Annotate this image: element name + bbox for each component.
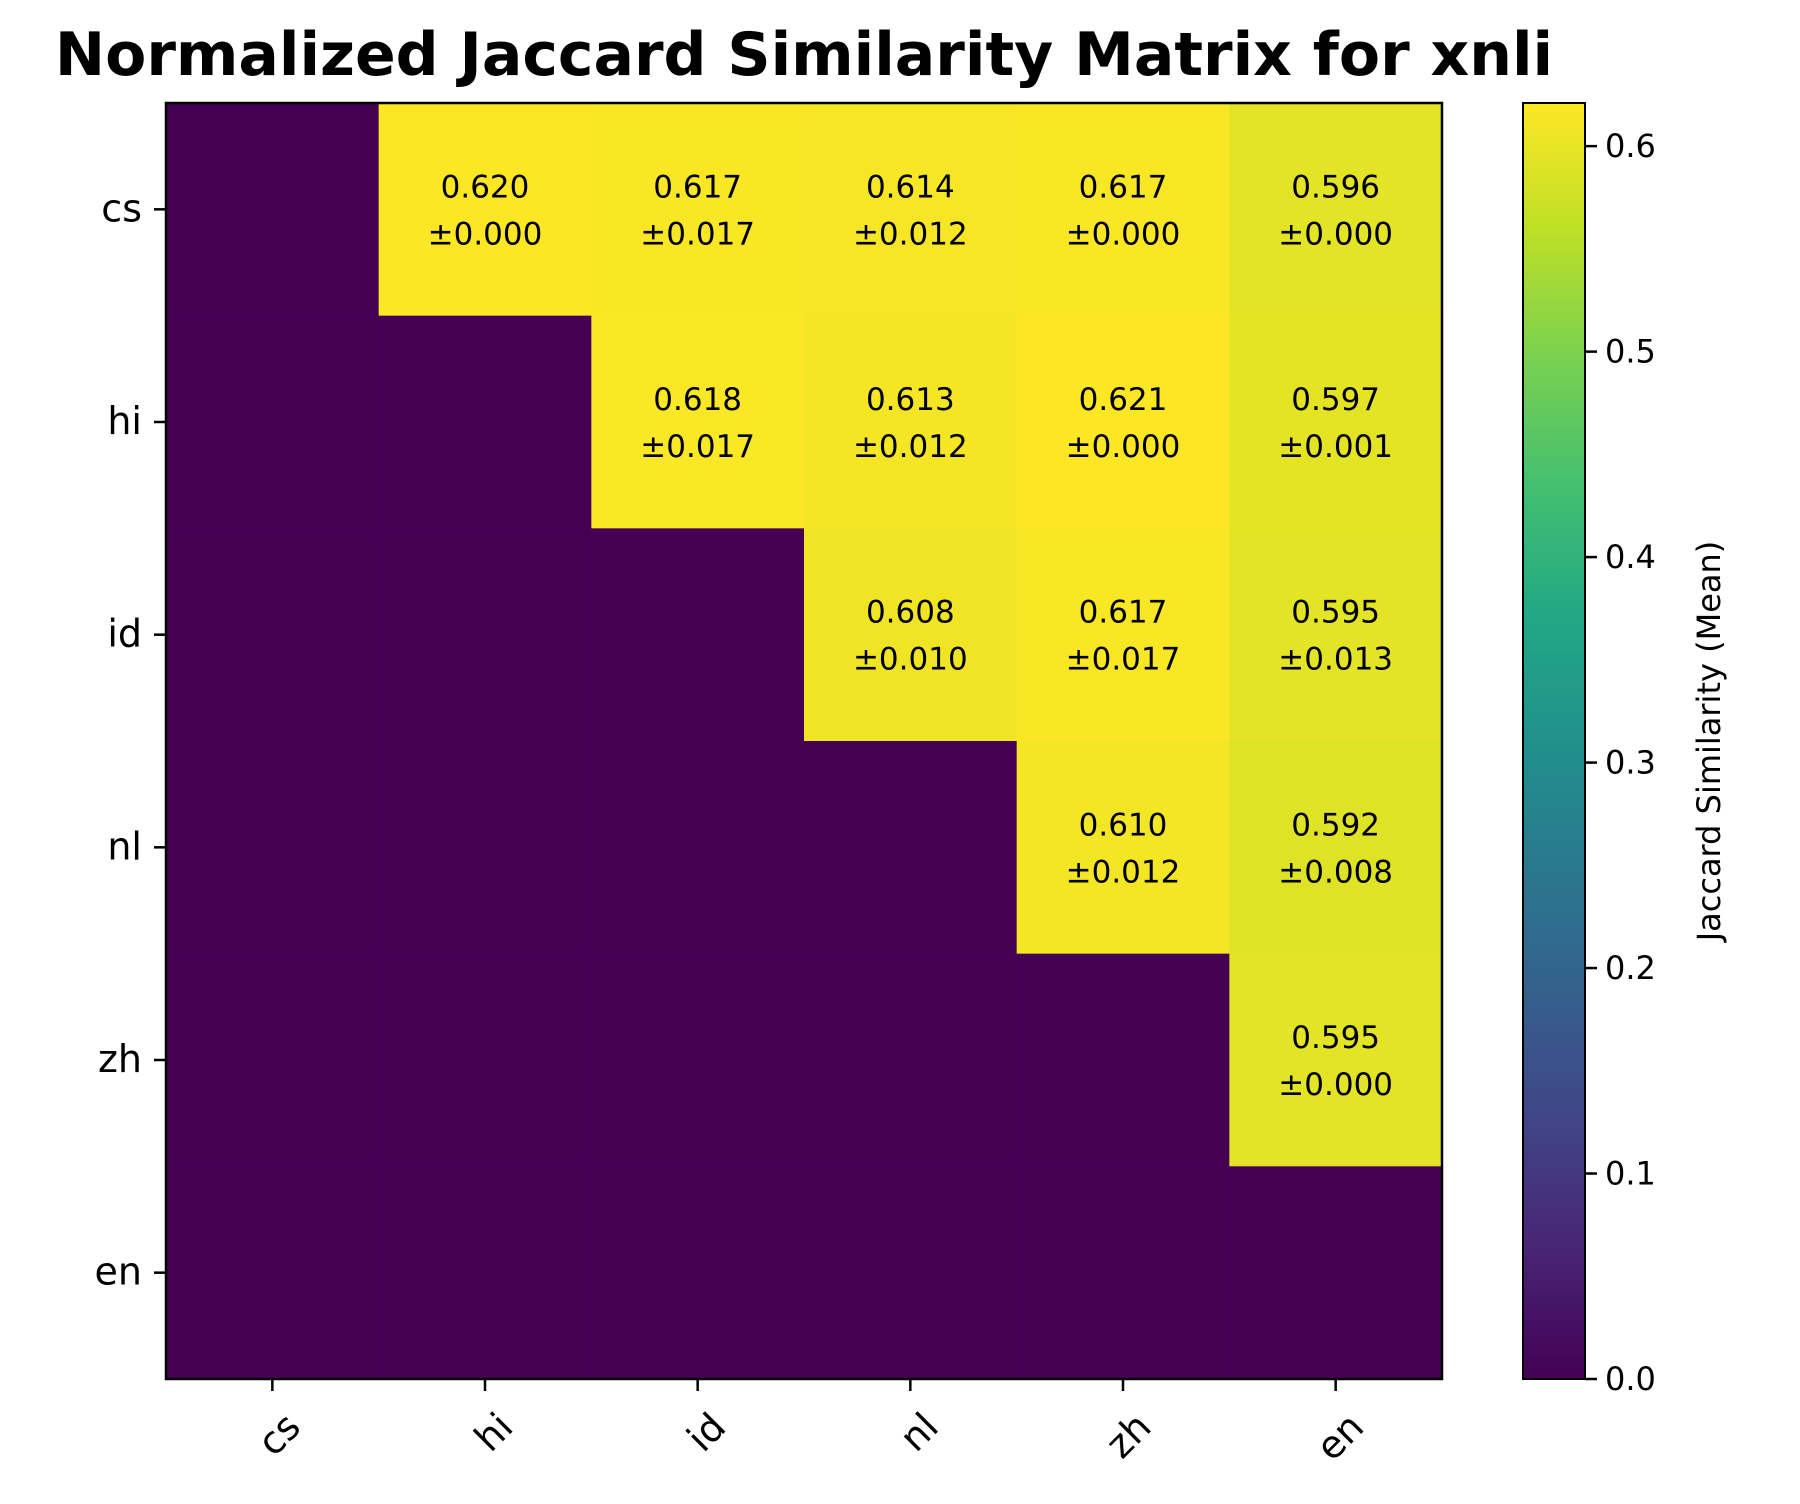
y-tick-label: nl [107, 824, 142, 868]
chart-title: Normalized Jaccard Similarity Matrix for… [55, 20, 1553, 90]
heatmap-cell [166, 315, 380, 529]
cell-std-label: ±0.012 [853, 216, 968, 252]
cell-std-label: ±0.000 [428, 216, 543, 252]
heatmap-cell [804, 953, 1018, 1167]
heatmap-cell [1016, 103, 1230, 317]
cell-value-label: 0.621 [1079, 382, 1168, 418]
colorbar-label: Jaccard Similarity (Mean) [1690, 541, 1728, 944]
cell-std-label: ±0.017 [640, 429, 755, 465]
cell-value-label: 0.620 [441, 169, 530, 205]
cell-annotations: 0.620 ±0.000 0.617 ±0.017 0.614 ±0.012 0.617 ±0… [428, 169, 1393, 1103]
heatmap-cell [166, 741, 380, 955]
heatmap-cell [1016, 741, 1230, 955]
y-tick-label: zh [98, 1037, 142, 1081]
heatmap-cell [591, 315, 805, 529]
colorbar-tick-label: 0.5 [1605, 333, 1656, 371]
y-tick-label: hi [107, 399, 142, 443]
colorbar-tick-label: 0.2 [1605, 949, 1656, 987]
colorbar [1522, 102, 1586, 1380]
colorbar-tick-label: 0.6 [1605, 127, 1656, 165]
heatmap-cell [378, 315, 592, 529]
cell-value-label: 0.597 [1291, 382, 1380, 418]
y-tick-label: id [107, 612, 142, 656]
heatmap-cell [378, 103, 592, 317]
heatmap-cell [1229, 953, 1443, 1167]
x-tick-label: cs [249, 1404, 309, 1464]
heatmap-cell [1016, 315, 1230, 529]
cell-value-label: 0.617 [1079, 595, 1168, 631]
heatmap-cell [591, 103, 805, 317]
heatmap-cell [1229, 741, 1443, 955]
heatmap-cell [1016, 1166, 1230, 1380]
x-tick-label: zh [1097, 1404, 1159, 1466]
y-tick-label: en [95, 1250, 142, 1294]
cell-value-label: 0.595 [1291, 1020, 1380, 1056]
heatmap-cell [1016, 953, 1230, 1167]
cell-value-label: 0.596 [1291, 169, 1380, 205]
heatmap-cell [591, 741, 805, 955]
heatmap-cell [378, 953, 592, 1167]
cell-value-label: 0.617 [1079, 169, 1168, 205]
cell-std-label: ±0.001 [1278, 429, 1393, 465]
colorbar-ticks: 0.0 0.1 0.2 0.3 0.4 0.5 0.6 [1585, 127, 1656, 1398]
heatmap-cell [804, 315, 1018, 529]
heatmap-cell [1229, 1166, 1443, 1380]
heatmap-cell [804, 528, 1018, 742]
heatmap-cell [166, 1166, 380, 1380]
heatmap-cell [378, 741, 592, 955]
heatmap-cell [378, 528, 592, 742]
heatmap-cell [804, 1166, 1018, 1380]
cell-std-label: ±0.000 [1278, 216, 1393, 252]
plot-frame [164, 101, 1444, 1381]
x-tick-label: nl [891, 1404, 947, 1460]
cell-std-label: ±0.017 [1066, 642, 1181, 678]
heatmap-cell [804, 741, 1018, 955]
cell-std-label: ±0.000 [1278, 1067, 1393, 1103]
colorbar-tick-label: 0.3 [1605, 744, 1656, 782]
cell-std-label: ±0.012 [853, 429, 968, 465]
cell-std-label: ±0.008 [1278, 854, 1393, 890]
heatmap-cell [591, 1166, 805, 1380]
cell-std-label: ±0.017 [640, 216, 755, 252]
x-axis: cs hi id nl zh en [249, 1379, 1372, 1469]
cell-value-label: 0.614 [866, 169, 955, 205]
heatmap-cell [591, 953, 805, 1167]
heatmap-cells [166, 103, 1443, 1380]
heatmap-cell [1229, 528, 1443, 742]
heatmap-cell [166, 953, 380, 1167]
colorbar-tick-label: 0.0 [1605, 1360, 1656, 1398]
cell-value-label: 0.610 [1079, 807, 1168, 843]
cell-value-label: 0.592 [1291, 807, 1380, 843]
cell-std-label: ±0.013 [1278, 642, 1393, 678]
cell-value-label: 0.608 [866, 595, 955, 631]
x-tick-label: en [1308, 1404, 1373, 1469]
cell-std-label: ±0.010 [853, 642, 968, 678]
heatmap-cell [1229, 315, 1443, 529]
cell-value-label: 0.613 [866, 382, 955, 418]
cell-std-label: ±0.012 [1066, 854, 1181, 890]
heatmap-cell [804, 103, 1018, 317]
heatmap-cell [166, 528, 380, 742]
cell-std-label: ±0.000 [1066, 216, 1181, 252]
cell-value-label: 0.595 [1291, 595, 1380, 631]
cell-value-label: 0.617 [653, 169, 742, 205]
cell-value-label: 0.618 [653, 382, 742, 418]
heatmap-cell [1016, 528, 1230, 742]
heatmap-cell [166, 103, 380, 317]
y-axis: cs hi id nl zh en [95, 186, 166, 1294]
colorbar-tick-label: 0.1 [1605, 1155, 1656, 1193]
colorbar-tick-label: 0.4 [1605, 538, 1656, 576]
heatmap-cell [378, 1166, 592, 1380]
heatmap-cell [1229, 103, 1443, 317]
heatmap-cell [591, 528, 805, 742]
x-tick-label: id [679, 1404, 735, 1460]
y-tick-label: cs [101, 186, 142, 230]
x-tick-label: hi [466, 1404, 522, 1460]
colorbar-gradient [1522, 102, 1586, 1380]
cell-std-label: ±0.000 [1066, 429, 1181, 465]
